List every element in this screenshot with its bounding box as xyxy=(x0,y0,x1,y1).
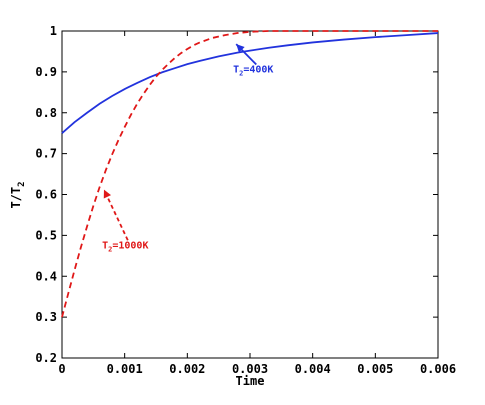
y-axis-label-sub: 2 xyxy=(17,181,27,186)
x-tick-label: 0.004 xyxy=(295,362,331,376)
y-tick-label: 0.7 xyxy=(35,147,57,161)
y-tick-label: 0.5 xyxy=(35,228,57,242)
x-tick-label: 0 xyxy=(58,362,65,376)
y-tick-label: 0.3 xyxy=(35,310,57,324)
y-tick-label: 0.8 xyxy=(35,106,57,120)
annotation-arrowhead-1 xyxy=(236,44,245,53)
x-tick-label: 0.003 xyxy=(232,362,268,376)
y-tick-label: 0.6 xyxy=(35,188,57,202)
y-axis-label-main: T/T xyxy=(9,187,23,209)
plot-frame xyxy=(61,30,439,359)
x-tick-label: 0.005 xyxy=(357,362,393,376)
x-tick-label: 0.002 xyxy=(169,362,205,376)
x-axis-label: Time xyxy=(236,374,265,388)
y-axis-ticks: 0.2 0.3 0.4 0.5 0.6 0.7 0.8 0.9 1 xyxy=(35,24,438,365)
y-axis-label: T/T2 xyxy=(9,181,27,208)
series-line-2 xyxy=(61,30,438,318)
y-tick-label: 0.2 xyxy=(35,351,57,365)
series-line-1 xyxy=(61,32,439,134)
y-tick-label: 0.9 xyxy=(35,65,57,79)
annotation-label-2: T2=1000K xyxy=(102,240,148,253)
x-axis-ticks: 0 0.001 0.002 0.003 0.004 0.005 0.006 xyxy=(58,31,456,376)
x-tick-label: 0.006 xyxy=(420,362,456,376)
annotation-label-1: T2=400K xyxy=(233,64,273,77)
series-layer xyxy=(61,30,439,318)
y-tick-label: 0.4 xyxy=(35,269,57,283)
y-tick-label: 1 xyxy=(50,24,57,38)
annotation-arrow-2 xyxy=(103,189,129,241)
annotation-arrowhead-2 xyxy=(103,189,112,199)
x-tick-label: 0.001 xyxy=(107,362,143,376)
annotation-layer: T2=400K T2=1000K xyxy=(102,43,273,253)
